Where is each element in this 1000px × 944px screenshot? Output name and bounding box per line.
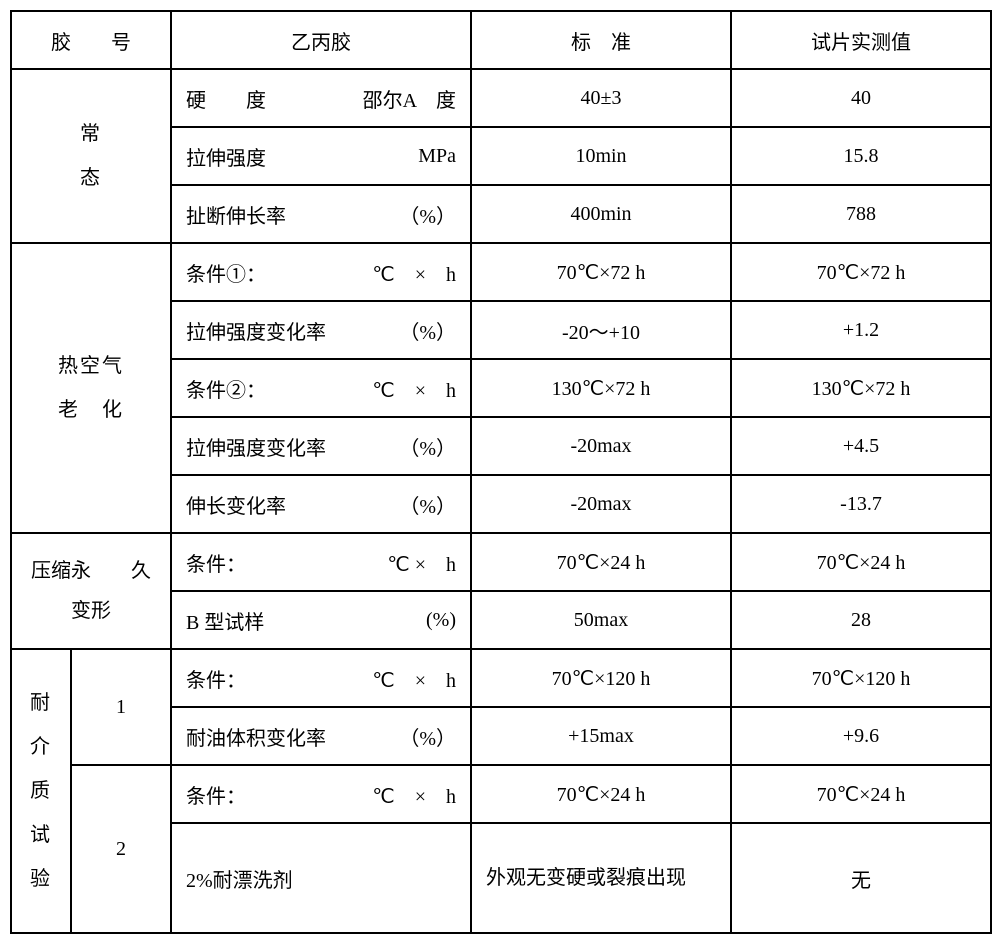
std-cell: -20max: [471, 417, 731, 475]
media-sub-1: 1: [71, 649, 171, 765]
header-col1: 胶 号: [11, 11, 171, 69]
spec-table: 胶 号 乙丙胶 标 准 试片实测值 常 态 硬 度邵尔A 度 40±3 40 拉…: [10, 10, 992, 934]
std-cell: 400min: [471, 185, 731, 243]
table-row: 耐介质试验 1 条件：℃ × h 70℃×120 h 70℃×120 h: [11, 649, 991, 707]
param-cell: 拉伸强度变化率（%）: [171, 301, 471, 359]
param-cell: 条件：℃ × h: [171, 533, 471, 591]
val-cell: 15.8: [731, 127, 991, 185]
val-cell: 40: [731, 69, 991, 127]
param-cell: B 型试样(%): [171, 591, 471, 649]
param-cell: 2%耐漂洗剂: [171, 823, 471, 933]
std-cell: 70℃×120 h: [471, 649, 731, 707]
param-cell: 硬 度邵尔A 度: [171, 69, 471, 127]
val-cell: 70℃×120 h: [731, 649, 991, 707]
header-col2: 乙丙胶: [171, 11, 471, 69]
val-cell: 28: [731, 591, 991, 649]
std-cell: 10min: [471, 127, 731, 185]
param-cell: 拉伸强度变化率（%）: [171, 417, 471, 475]
val-cell: 70℃×24 h: [731, 533, 991, 591]
table-row: 热空气 老 化 条件①：℃ × h 70℃×72 h 70℃×72 h: [11, 243, 991, 301]
val-cell: 130℃×72 h: [731, 359, 991, 417]
header-col3: 标 准: [471, 11, 731, 69]
param-cell: 伸长变化率（%）: [171, 475, 471, 533]
media-sub-2: 2: [71, 765, 171, 933]
std-cell: 70℃×24 h: [471, 533, 731, 591]
std-cell: 130℃×72 h: [471, 359, 731, 417]
std-cell: -20～+10: [471, 301, 731, 359]
val-cell: 70℃×72 h: [731, 243, 991, 301]
table-row: 压缩永 久 变形 条件：℃ × h 70℃×24 h 70℃×24 h: [11, 533, 991, 591]
category-normal: 常 态: [11, 69, 171, 243]
param-cell: 条件：℃ × h: [171, 649, 471, 707]
param-cell: 拉伸强度MPa: [171, 127, 471, 185]
val-cell: 70℃×24 h: [731, 765, 991, 823]
val-cell: +4.5: [731, 417, 991, 475]
param-cell: 扯断伸长率（%）: [171, 185, 471, 243]
std-cell: 70℃×72 h: [471, 243, 731, 301]
param-cell: 条件：℃ × h: [171, 765, 471, 823]
category-compression: 压缩永 久 变形: [11, 533, 171, 649]
val-cell: 无: [731, 823, 991, 933]
val-cell: +1.2: [731, 301, 991, 359]
std-cell: 70℃×24 h: [471, 765, 731, 823]
table-header-row: 胶 号 乙丙胶 标 准 试片实测值: [11, 11, 991, 69]
table-row: 2 条件：℃ × h 70℃×24 h 70℃×24 h: [11, 765, 991, 823]
val-cell: -13.7: [731, 475, 991, 533]
category-media: 耐介质试验: [11, 649, 71, 933]
param-cell: 耐油体积变化率（%）: [171, 707, 471, 765]
param-cell: 条件②：℃ × h: [171, 359, 471, 417]
header-col4: 试片实测值: [731, 11, 991, 69]
std-cell: 外观无变硬或裂痕出现: [471, 823, 731, 933]
std-cell: 50max: [471, 591, 731, 649]
table-row: 常 态 硬 度邵尔A 度 40±3 40: [11, 69, 991, 127]
param-cell: 条件①：℃ × h: [171, 243, 471, 301]
std-cell: 40±3: [471, 69, 731, 127]
val-cell: +9.6: [731, 707, 991, 765]
val-cell: 788: [731, 185, 991, 243]
std-cell: +15max: [471, 707, 731, 765]
std-cell: -20max: [471, 475, 731, 533]
category-aging: 热空气 老 化: [11, 243, 171, 533]
